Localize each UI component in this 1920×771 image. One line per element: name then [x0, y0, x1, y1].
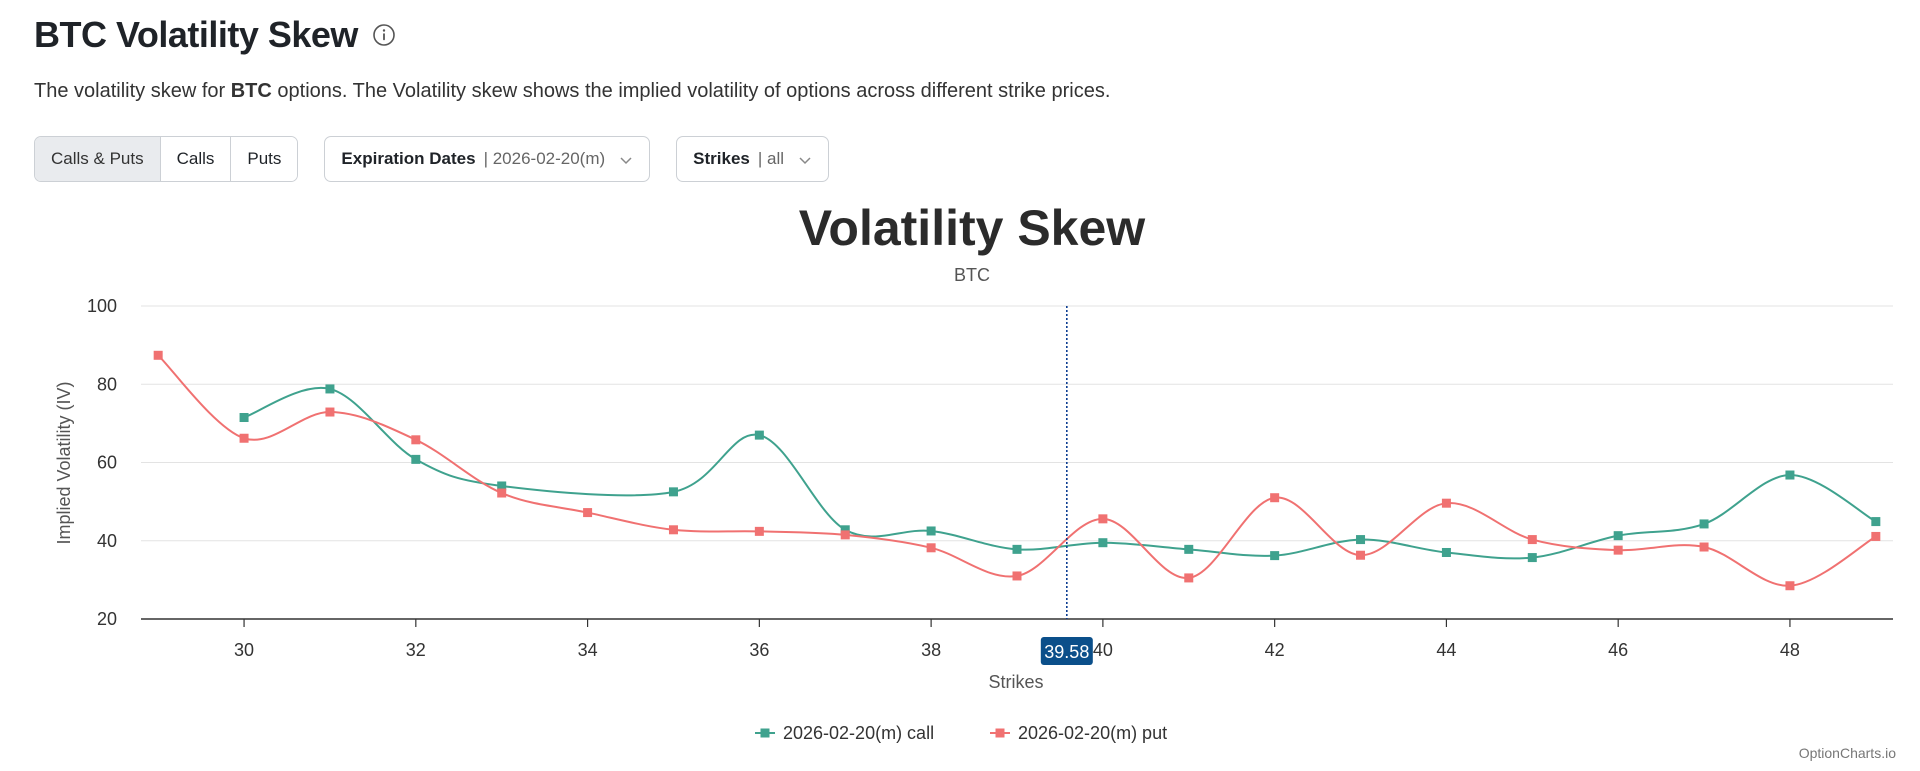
put-data-point [583, 508, 593, 518]
tab-calls-and-puts[interactable]: Calls & Puts [35, 137, 161, 181]
page-header: BTC Volatility Skew [34, 14, 396, 56]
tab-puts[interactable]: Puts [231, 137, 298, 181]
y-tick-label: 100 [87, 296, 117, 316]
chart-title: Volatility Skew [799, 200, 1146, 256]
x-tick-label: 38 [921, 640, 941, 660]
crosshair-label-box [1040, 637, 1093, 665]
put-data-point [1270, 493, 1280, 503]
x-tick-label: 42 [1265, 640, 1285, 660]
chevron-down-icon [619, 152, 633, 166]
x-tick-label: 32 [406, 640, 426, 660]
legend-marker-put [995, 728, 1005, 738]
chart-legend: 2026-02-20(m) call 2026-02-20(m) put [755, 723, 1167, 743]
call-data-point [411, 454, 421, 464]
crosshair-label: 39.58 [1044, 642, 1089, 662]
volatility-skew-chart[interactable]: Volatility Skew BTC 20 40 60 80 100 30 32 34 36 3… [0, 195, 1920, 755]
y-tick-label: 20 [97, 609, 117, 629]
put-data-point [411, 435, 421, 445]
chart-grid [141, 305, 1893, 542]
put-data-point [1184, 573, 1194, 583]
page-title: BTC Volatility Skew [34, 14, 358, 55]
put-data-point [1527, 535, 1537, 545]
strikes-value: | all [757, 149, 785, 168]
call-data-point [1527, 553, 1537, 563]
put-data-point [754, 526, 764, 536]
brand-watermark: OptionCharts.io [1798, 745, 1896, 761]
expiration-dates-value: | 2026-02-20(m) [483, 149, 606, 168]
put-data-point [926, 543, 936, 553]
chart-crosshair: 39.58 [1040, 306, 1093, 665]
put-data-point [1012, 571, 1022, 581]
page-description: The volatility skew for BTC options. The… [34, 80, 1110, 103]
x-tick-label: 40 [1093, 640, 1113, 660]
put-data-point [239, 433, 249, 443]
controls-bar: Calls & Puts Calls Puts Expiration Dates… [34, 136, 830, 182]
legend-label-put: 2026-02-20(m) put [1018, 723, 1167, 743]
x-tick-label: 44 [1436, 640, 1456, 660]
put-series-line [157, 354, 1877, 587]
put-data-point [325, 407, 335, 417]
put-data-point [1699, 542, 1709, 552]
put-data-point [1356, 550, 1366, 560]
x-tick-label: 46 [1608, 640, 1628, 660]
legend-item-put[interactable]: 2026-02-20(m) put [990, 723, 1167, 743]
put-data-point [668, 525, 678, 535]
y-tick-label: 60 [97, 453, 117, 473]
call-data-point [1785, 470, 1795, 480]
description-text-pre: The volatility skew for [34, 80, 231, 102]
call-data-point [754, 430, 764, 440]
call-data-point [668, 487, 678, 497]
chart-series [153, 350, 1881, 591]
put-data-point [1785, 581, 1795, 591]
put-data-point [1098, 514, 1108, 524]
call-data-point [1098, 538, 1108, 548]
chart-subtitle: BTC [954, 265, 990, 285]
put-data-point [1613, 545, 1623, 555]
tab-calls[interactable]: Calls [160, 137, 232, 181]
y-axis-title: Implied Volatility (IV) [54, 381, 74, 544]
legend-label-call: 2026-02-20(m) call [783, 723, 934, 743]
x-tick-label: 48 [1780, 640, 1800, 660]
call-data-point [1012, 544, 1022, 554]
legend-item-call[interactable]: 2026-02-20(m) call [755, 723, 934, 743]
description-text-post: options. The Volatility skew shows the i… [271, 80, 1111, 102]
call-data-point [1441, 547, 1451, 557]
put-data-point [497, 488, 507, 498]
call-data-point [497, 481, 507, 491]
call-data-point [1356, 535, 1366, 545]
put-data-point [1871, 531, 1881, 541]
call-series-line [243, 386, 1877, 560]
strikes-label: Strikes [693, 149, 750, 168]
call-data-point [1699, 519, 1709, 529]
x-axis-title: Strikes [988, 672, 1043, 692]
description-ticker: BTC [230, 80, 272, 102]
expiration-dates-dropdown[interactable]: Expiration Dates | 2026-02-20(m) [324, 136, 651, 182]
chart-axes: 20 40 60 80 100 30 32 34 36 38 40 42 44 46 48 [87, 296, 1893, 660]
y-tick-label: 40 [97, 531, 117, 551]
strikes-dropdown[interactable]: Strikes | all [676, 136, 830, 182]
call-data-point [1613, 531, 1623, 541]
y-tick-label: 80 [97, 374, 117, 394]
call-data-point [325, 384, 335, 394]
expiration-dates-label: Expiration Dates [341, 149, 476, 168]
x-tick-label: 34 [578, 640, 598, 660]
info-circle-icon[interactable] [372, 23, 396, 47]
call-data-point [1184, 544, 1194, 554]
put-data-point [1441, 498, 1451, 508]
legend-marker-call [760, 728, 770, 738]
put-data-point [840, 530, 850, 540]
x-tick-label: 30 [234, 640, 254, 660]
call-data-point [239, 413, 249, 423]
call-data-point [840, 525, 850, 535]
call-data-point [1270, 551, 1280, 561]
x-tick-label: 36 [749, 640, 769, 660]
chevron-down-icon [798, 152, 812, 166]
call-data-point [926, 526, 936, 536]
put-data-point [153, 350, 163, 360]
call-data-point [1871, 517, 1881, 527]
option-type-tabs: Calls & Puts Calls Puts [34, 136, 299, 182]
